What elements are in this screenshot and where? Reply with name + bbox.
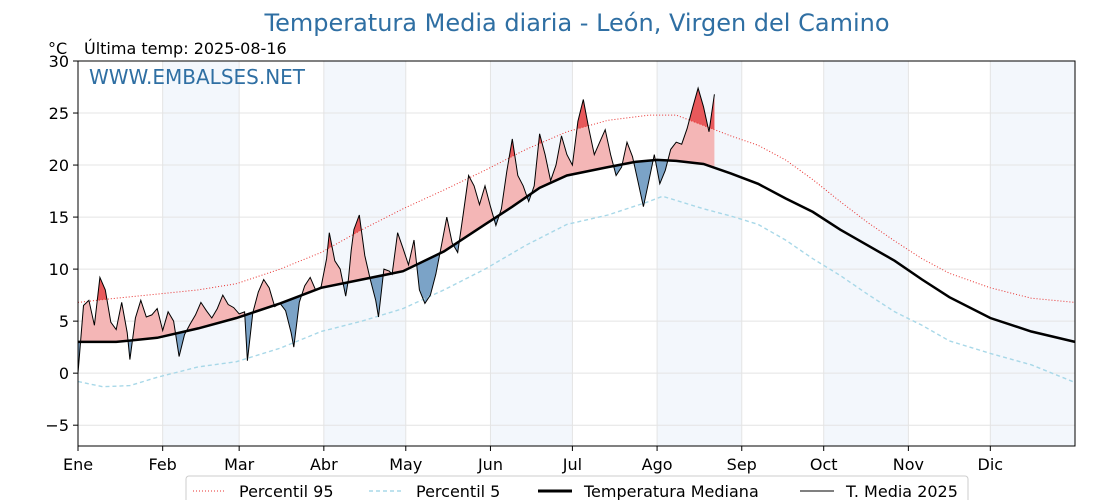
series-line-percentil-95 <box>77 114 1076 303</box>
y-tick-label: 15 <box>49 208 69 227</box>
above-median-fill <box>186 295 245 332</box>
legend-label-p5: Percentil 5 <box>416 482 500 500</box>
x-tick-label-Ago: Ago <box>642 455 673 474</box>
below-median-fill <box>343 282 348 297</box>
x-tick-label-Jun: Jun <box>477 455 503 474</box>
above-p95-fill <box>353 215 361 235</box>
above-p95-fill <box>327 232 332 249</box>
above-median-fill <box>499 139 527 216</box>
x-axis-ticks: Ene Feb Mar Abr May Jun Jul Ago Sep Oct Nov Dic <box>63 446 1003 474</box>
month-shading-bands <box>162 61 1075 446</box>
above-median-fill <box>302 232 343 296</box>
chart-title: Temperatura Media diaria - León, Virgen … <box>263 9 889 37</box>
y-tick-label: 20 <box>49 156 69 175</box>
unit-label: °C <box>48 39 67 58</box>
above-p95-fill <box>689 88 708 128</box>
below-median-fill <box>280 295 302 348</box>
above-median-fill <box>132 300 175 341</box>
below-median-fill <box>416 253 440 304</box>
x-tick-label-May: May <box>389 455 422 474</box>
y-tick-label: 25 <box>49 104 69 123</box>
above-median-fill <box>622 142 634 165</box>
above-p95-fill <box>97 277 107 301</box>
y-tick-label: 10 <box>49 260 69 279</box>
x-tick-label-Oct: Oct <box>810 455 838 474</box>
above-median-fill <box>80 277 128 342</box>
above-median-fill <box>459 175 494 241</box>
x-tick-label-Abr: Abr <box>310 455 338 474</box>
last-temp-label: Última temp: 2025-08-16 <box>84 39 287 58</box>
month-band-Dic <box>990 61 1075 446</box>
below-median-fill <box>655 159 668 184</box>
grid-lines <box>77 60 1075 446</box>
series-lines <box>77 86 1076 388</box>
x-tick-label-Sep: Sep <box>727 455 757 474</box>
series-line-percentil-5 <box>77 195 1076 388</box>
x-tick-label-Nov: Nov <box>893 455 924 474</box>
below-median-fill <box>614 164 622 176</box>
y-tick-label: 5 <box>59 312 69 331</box>
y-axis-ticks: −5 0 5 10 15 20 25 30 <box>45 52 78 435</box>
month-band-Oct <box>823 61 909 446</box>
plot-frame <box>77 60 1076 447</box>
legend-label-median: Temperatura Mediana <box>583 482 759 500</box>
watermark-text: WWW.EMBALSES.NET <box>89 65 306 89</box>
above-median-fill <box>439 217 453 254</box>
below-median-fill <box>128 340 132 360</box>
y-tick-label: −5 <box>45 416 69 435</box>
legend: Percentil 95 Percentil 5 Temperatura Med… <box>185 475 969 500</box>
y-tick-label: 30 <box>49 52 69 71</box>
above-p95-fill <box>577 99 589 129</box>
legend-label-p95: Percentil 95 <box>239 482 334 500</box>
x-tick-label-Mar: Mar <box>224 455 255 474</box>
x-tick-label-Jul: Jul <box>562 455 582 474</box>
y-tick-label: 0 <box>59 364 69 383</box>
series-line-media-2025 <box>77 86 715 374</box>
legend-label-2025: T. Media 2025 <box>845 482 958 500</box>
above-p95-fill <box>509 139 515 158</box>
x-tick-label-Dic: Dic <box>978 455 1004 474</box>
month-band-Feb <box>162 61 240 446</box>
x-tick-label-Feb: Feb <box>149 455 177 474</box>
legend-box <box>185 475 969 500</box>
month-band-Jun <box>490 61 573 446</box>
x-tick-label-Ene: Ene <box>63 455 93 474</box>
below-median-fill <box>633 160 653 207</box>
